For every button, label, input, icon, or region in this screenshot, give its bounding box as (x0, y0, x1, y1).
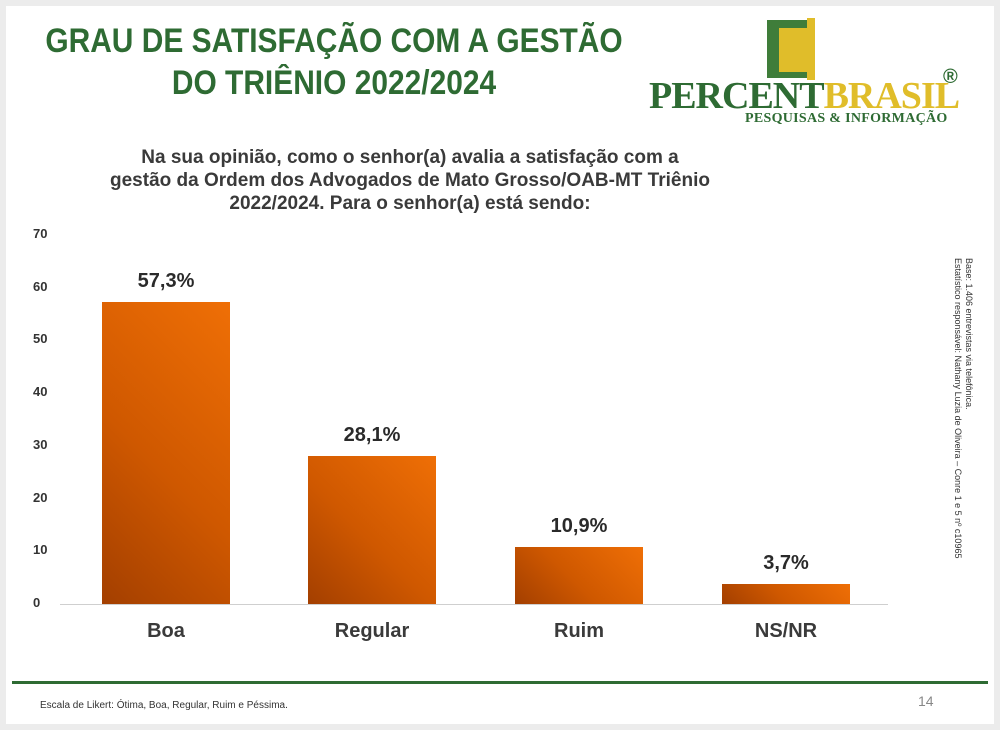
methodology-statistician: Estatístico responsável: Nathany Luzia d… (953, 258, 963, 559)
likert-scale-note: Escala de Likert: Ótima, Boa, Regular, R… (40, 700, 288, 711)
logo-wordmark: PERCENTBRASIL (649, 75, 960, 117)
bar-value-label: 3,7% (763, 552, 809, 575)
bar-value-label: 57,3% (137, 269, 195, 292)
percentbrasil-logo: PERCENTBRASIL ® PESQUISAS & INFORMAÇÃO (645, 14, 975, 134)
category-label: NS/NR (754, 620, 818, 642)
logo-registered-mark: ® (943, 66, 958, 88)
y-tick-label: 10 (33, 542, 48, 558)
category-label: Regular (334, 620, 410, 642)
y-tick-label: 60 (33, 278, 48, 294)
methodology-base: Base: 1.406 entrevistas via telefônica. (964, 258, 974, 410)
y-tick-label: 50 (33, 331, 48, 347)
y-tick-label: 20 (33, 489, 48, 505)
category-label: Boa (147, 620, 185, 642)
bar-boa (102, 301, 230, 604)
bar-ns-nr (722, 584, 850, 604)
y-tick-label: 70 (33, 226, 48, 241)
y-tick-label: 30 (33, 436, 48, 452)
logo-wordmark-brasil: BRASIL (823, 75, 960, 117)
category-label: Ruim (554, 620, 604, 642)
y-tick-label: 40 (33, 384, 48, 400)
footer-divider (12, 681, 988, 684)
page-number: 14 (918, 693, 934, 709)
page-title-line-2: DO TRIÊNIO 2022/2024 (171, 64, 497, 102)
logo-flag-icon (767, 18, 815, 80)
survey-question: Na sua opinião, como o senhor(a) avalia … (110, 147, 710, 214)
page-title-line-1: GRAU DE SATISFAÇÃO COM A GESTÃO (45, 22, 623, 60)
logo-tagline: PESQUISAS & INFORMAÇÃO (745, 111, 948, 126)
y-tick-label: 0 (33, 595, 41, 610)
methodology-note: Base: 1.406 entrevistas via telefônica. … (952, 258, 974, 568)
x-axis-line (60, 604, 888, 605)
logo-wordmark-percent: PERCENT (649, 75, 825, 117)
bar-value-label: 10,9% (550, 514, 608, 537)
bar-value-label: 28,1% (343, 423, 401, 446)
bar-regular (308, 455, 436, 604)
bar-ruim (515, 546, 643, 604)
